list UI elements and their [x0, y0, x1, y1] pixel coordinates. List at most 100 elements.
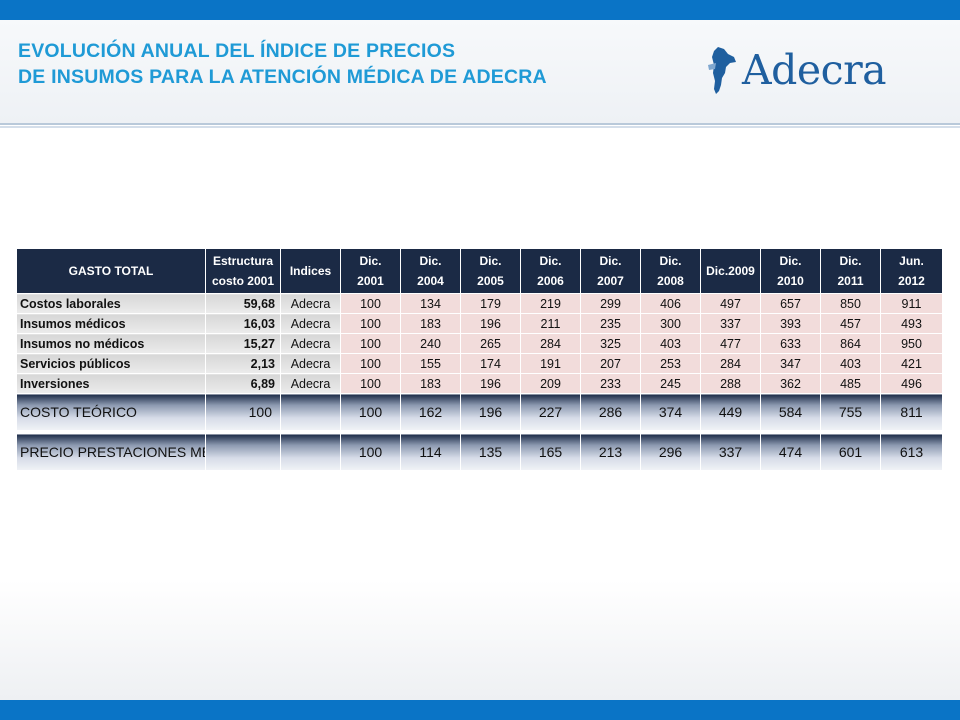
- total-row: COSTO TEÓRICO 100 100 162 196 227 286 374 449 584…: [16, 393, 943, 431]
- row-spacer: [16, 430, 943, 434]
- value-cell: 374: [640, 393, 701, 431]
- value-cell: 497: [700, 293, 761, 314]
- column-header-line1: Dic.: [419, 254, 442, 268]
- column-header-line1: Jun.: [899, 254, 924, 268]
- value-cell: 337: [700, 433, 761, 471]
- index-cell: Adecra: [280, 293, 341, 314]
- value-cell: 337: [700, 313, 761, 334]
- column-header-line2: 2010: [777, 274, 804, 288]
- value-cell: 864: [820, 333, 881, 354]
- column-header: Dic. 2007: [580, 248, 641, 294]
- row-label: Costos laborales: [16, 293, 206, 314]
- column-header-line2: 2005: [477, 274, 504, 288]
- value-cell: 134: [400, 293, 461, 314]
- table-row: Costos laborales 59,68 Adecra 100 134 179 219 2…: [16, 293, 943, 314]
- value-cell: 207: [580, 353, 641, 374]
- value-cell: 477: [700, 333, 761, 354]
- value-cell: 850: [820, 293, 881, 314]
- value-cell: 165: [520, 433, 581, 471]
- value-cell: 421: [880, 353, 943, 374]
- value-cell: 155: [400, 353, 461, 374]
- row-label: COSTO TEÓRICO: [16, 393, 206, 431]
- column-header: Dic. 2004: [400, 248, 461, 294]
- value-cell: 219: [520, 293, 581, 314]
- column-header-line2: 2007: [597, 274, 624, 288]
- value-cell: 100: [340, 353, 401, 374]
- value-cell: 100: [340, 333, 401, 354]
- column-header: Dic. 2001: [340, 248, 401, 294]
- value-cell: 300: [640, 313, 701, 334]
- value-cell: 811: [880, 393, 943, 431]
- value-cell: 227: [520, 393, 581, 431]
- value-cell: 213: [580, 433, 641, 471]
- value-cell: 362: [760, 373, 821, 394]
- value-cell: 911: [880, 293, 943, 314]
- price-index-table: GASTO TOTAL Estructura costo 2001 Indices Di…: [16, 248, 943, 471]
- column-header: Estructura costo 2001: [205, 248, 281, 294]
- column-header-line1: Dic.: [599, 254, 622, 268]
- column-header-line1: Dic.: [539, 254, 562, 268]
- slide-title: EVOLUCIÓN ANUAL DEL ÍNDICE DE PRECIOS DE…: [18, 38, 547, 90]
- value-cell: 245: [640, 373, 701, 394]
- row-label: Servicios públicos: [16, 353, 206, 374]
- column-header-line1: Dic.2009: [706, 264, 755, 278]
- value-cell: 299: [580, 293, 641, 314]
- slide-header: [0, 20, 960, 125]
- index-cell: Adecra: [280, 333, 341, 354]
- column-header-line1: Indices: [289, 264, 332, 278]
- value-cell: 162: [400, 393, 461, 431]
- footer-fade: [0, 580, 960, 700]
- argentina-map-icon: [708, 47, 736, 94]
- index-cell: Adecra: [280, 313, 341, 334]
- table-row: Servicios públicos 2,13 Adecra 100 155 174 191…: [16, 353, 943, 374]
- value-cell: 100: [340, 433, 401, 471]
- value-cell: 191: [520, 353, 581, 374]
- row-label: PRECIO PRESTACIONES MÉDICAS: [16, 433, 206, 471]
- row-label: Insumos no médicos: [16, 333, 206, 354]
- column-header-line2: 2004: [417, 274, 444, 288]
- column-header: Dic.2009: [700, 248, 761, 294]
- spacer-cell: [16, 430, 943, 434]
- column-header: Jun. 2012: [880, 248, 943, 294]
- value-cell: 196: [460, 373, 521, 394]
- value-cell: 601: [820, 433, 881, 471]
- bottom-accent-bar: [0, 700, 960, 720]
- value-cell: 179: [460, 293, 521, 314]
- value-cell: 584: [760, 393, 821, 431]
- value-cell: 235: [580, 313, 641, 334]
- value-cell: 403: [820, 353, 881, 374]
- value-cell: 284: [520, 333, 581, 354]
- column-header-line1: GASTO TOTAL: [68, 264, 154, 278]
- row-label: Inversiones: [16, 373, 206, 394]
- row-label: Insumos médicos: [16, 313, 206, 334]
- column-header-line1: Dic.: [839, 254, 862, 268]
- value-cell: 406: [640, 293, 701, 314]
- adecra-logo: Adecra: [704, 42, 887, 98]
- value-cell: 613: [880, 433, 943, 471]
- total-row: PRECIO PRESTACIONES MÉDICAS1001141351652…: [16, 433, 943, 471]
- column-header-line1: Dic.: [479, 254, 502, 268]
- value-cell: 474: [760, 433, 821, 471]
- value-cell: 288: [700, 373, 761, 394]
- value-cell: 183: [400, 313, 461, 334]
- value-cell: 209: [520, 373, 581, 394]
- table-body: Costos laborales 59,68 Adecra 100 134 179 219 2…: [16, 293, 943, 471]
- value-cell: 496: [880, 373, 943, 394]
- table-row: Inversiones 6,89 Adecra 100 183 196 209 233 245 2…: [16, 373, 943, 394]
- value-cell: 485: [820, 373, 881, 394]
- value-cell: 253: [640, 353, 701, 374]
- table-header: GASTO TOTAL Estructura costo 2001 Indices Di…: [16, 248, 943, 294]
- value-cell: 174: [460, 353, 521, 374]
- value-cell: 100: [340, 293, 401, 314]
- value-cell: 493: [880, 313, 943, 334]
- cost-weight-cell: 100: [205, 393, 281, 431]
- title-line-2: DE INSUMOS PARA LA ATENCIÓN MÉDICA DE AD…: [18, 66, 547, 88]
- value-cell: 183: [400, 373, 461, 394]
- column-header: Dic. 2005: [460, 248, 521, 294]
- top-accent-bar: [0, 0, 960, 20]
- value-cell: 449: [700, 393, 761, 431]
- value-cell: 135: [460, 433, 521, 471]
- table-row: Insumos no médicos 15,27 Adecra 100 240 265 28…: [16, 333, 943, 354]
- value-cell: 325: [580, 333, 641, 354]
- cost-weight-cell: [205, 433, 281, 471]
